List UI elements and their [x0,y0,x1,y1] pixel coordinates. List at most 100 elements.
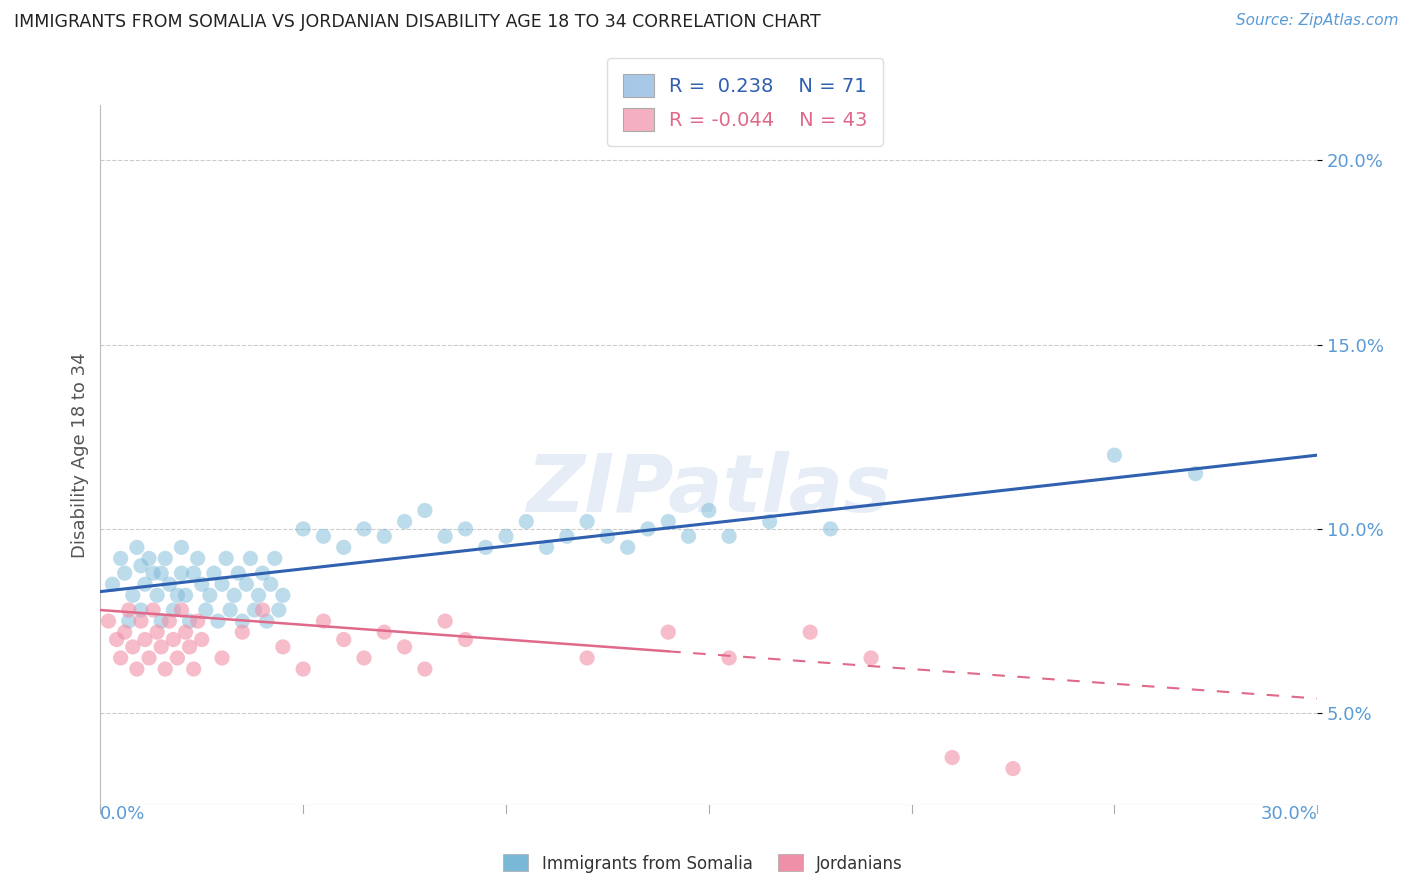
Point [125,662,148,676]
Point [155,551,177,566]
Point [129,614,152,628]
Point [157,614,180,628]
Point [373,625,395,640]
Point [211,577,233,591]
Point [118,603,141,617]
Point [252,603,274,617]
Point [183,566,205,581]
Point [114,566,136,581]
Point [555,529,578,543]
Text: IMMIGRANTS FROM SOMALIA VS JORDANIAN DISABILITY AGE 18 TO 34 CORRELATION CHART: IMMIGRANTS FROM SOMALIA VS JORDANIAN DIS… [14,13,821,31]
Point [373,529,395,543]
Point [138,551,160,566]
Point [697,503,720,517]
Point [413,662,436,676]
Point [155,662,177,676]
Point [718,651,741,665]
Point [1104,448,1126,462]
Point [146,588,169,602]
Point [941,750,963,764]
Point [820,522,842,536]
Point [312,614,335,628]
Point [394,640,416,654]
Point [179,614,201,628]
Point [142,566,165,581]
Point [332,541,354,555]
Point [215,551,238,566]
Point [312,529,335,543]
Point [121,588,143,602]
Point [394,515,416,529]
Point [413,503,436,517]
Point [187,614,209,628]
Point [353,651,375,665]
Point [292,522,315,536]
Point [150,614,173,628]
Point [146,625,169,640]
Point [170,603,193,617]
Point [194,603,217,617]
Point [187,551,209,566]
Point [247,588,270,602]
Point [799,625,821,640]
Point [596,529,619,543]
Point [97,614,120,628]
Point [758,515,780,529]
Point [536,541,558,555]
Point [134,632,156,647]
Point [105,632,128,647]
Point [166,651,188,665]
Point [718,529,741,543]
Point [121,640,143,654]
Point [495,529,517,543]
Point [515,515,537,529]
Point [657,625,679,640]
Point [860,651,883,665]
Point [174,588,197,602]
Point [134,577,156,591]
Point [263,551,285,566]
Text: ZIPatlas: ZIPatlas [526,451,891,529]
Point [125,541,148,555]
Point [454,522,477,536]
Point [576,651,599,665]
Point [474,541,496,555]
Point [110,651,132,665]
Point [110,551,132,566]
Point [190,632,212,647]
Point [678,529,700,543]
Point [657,515,679,529]
Point [211,651,233,665]
Point [129,558,152,573]
Point [434,614,457,628]
Point [271,588,294,602]
Text: 30.0%: 30.0% [1260,805,1317,823]
Point [332,632,354,647]
Point [150,566,173,581]
Point [174,625,197,640]
Point [267,603,290,617]
Point [1184,467,1206,481]
Point [637,522,659,536]
Point [353,522,375,536]
Point [129,603,152,617]
Point [260,577,283,591]
Text: Source: ZipAtlas.com: Source: ZipAtlas.com [1236,13,1399,29]
Point [454,632,477,647]
Point [292,662,315,676]
Point [219,603,242,617]
Point [235,577,257,591]
Point [170,541,193,555]
Point [252,566,274,581]
Point [434,529,457,543]
Point [202,566,225,581]
Point [616,541,638,555]
Point [256,614,278,628]
Point [179,640,201,654]
Point [226,566,249,581]
Point [190,577,212,591]
Legend: Immigrants from Somalia, Jordanians: Immigrants from Somalia, Jordanians [496,847,910,880]
Point [224,588,246,602]
Point [207,614,229,628]
Point [118,614,141,628]
